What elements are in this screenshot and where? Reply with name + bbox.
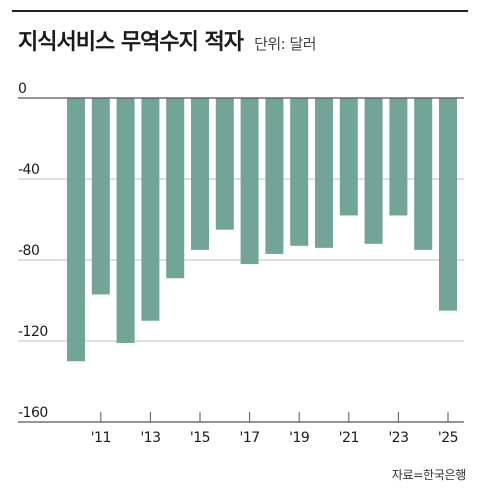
x-tick-label: '23	[388, 430, 408, 446]
bar	[191, 98, 209, 250]
y-tick-label: -120	[18, 324, 48, 340]
bar	[414, 98, 433, 250]
chart-title: 지식서비스 무역수지 적자	[18, 30, 244, 55]
y-tick-label: -80	[18, 243, 39, 259]
bar	[67, 98, 85, 362]
bar	[141, 98, 160, 321]
chart-unit: 단위: 달러	[254, 35, 317, 53]
x-tick-label: '21	[339, 430, 359, 446]
bar	[290, 98, 309, 246]
bar	[91, 98, 110, 295]
source-note: 자료=한국은행	[391, 468, 467, 482]
bar	[439, 98, 457, 311]
bar	[240, 98, 259, 265]
bar	[364, 98, 383, 244]
y-tick-label: 0	[18, 81, 26, 97]
bar	[315, 98, 333, 248]
x-tick-label: '17	[240, 430, 260, 446]
top-rule	[12, 10, 468, 12]
y-tick-label: -160	[18, 405, 48, 421]
bar	[166, 98, 185, 279]
chart-header: 지식서비스 무역수지 적자 단위: 달러	[18, 24, 317, 56]
x-tick-label: '13	[140, 430, 160, 446]
bar	[389, 98, 408, 216]
bar	[265, 98, 284, 254]
x-tick-label: '25	[438, 430, 458, 446]
bar	[215, 98, 234, 230]
y-tick-label: -40	[18, 162, 39, 178]
bar	[339, 98, 358, 216]
x-tick-label: '19	[289, 430, 309, 446]
x-tick-label: '15	[190, 430, 210, 446]
bar	[116, 98, 135, 344]
x-tick-label: '11	[91, 430, 111, 446]
